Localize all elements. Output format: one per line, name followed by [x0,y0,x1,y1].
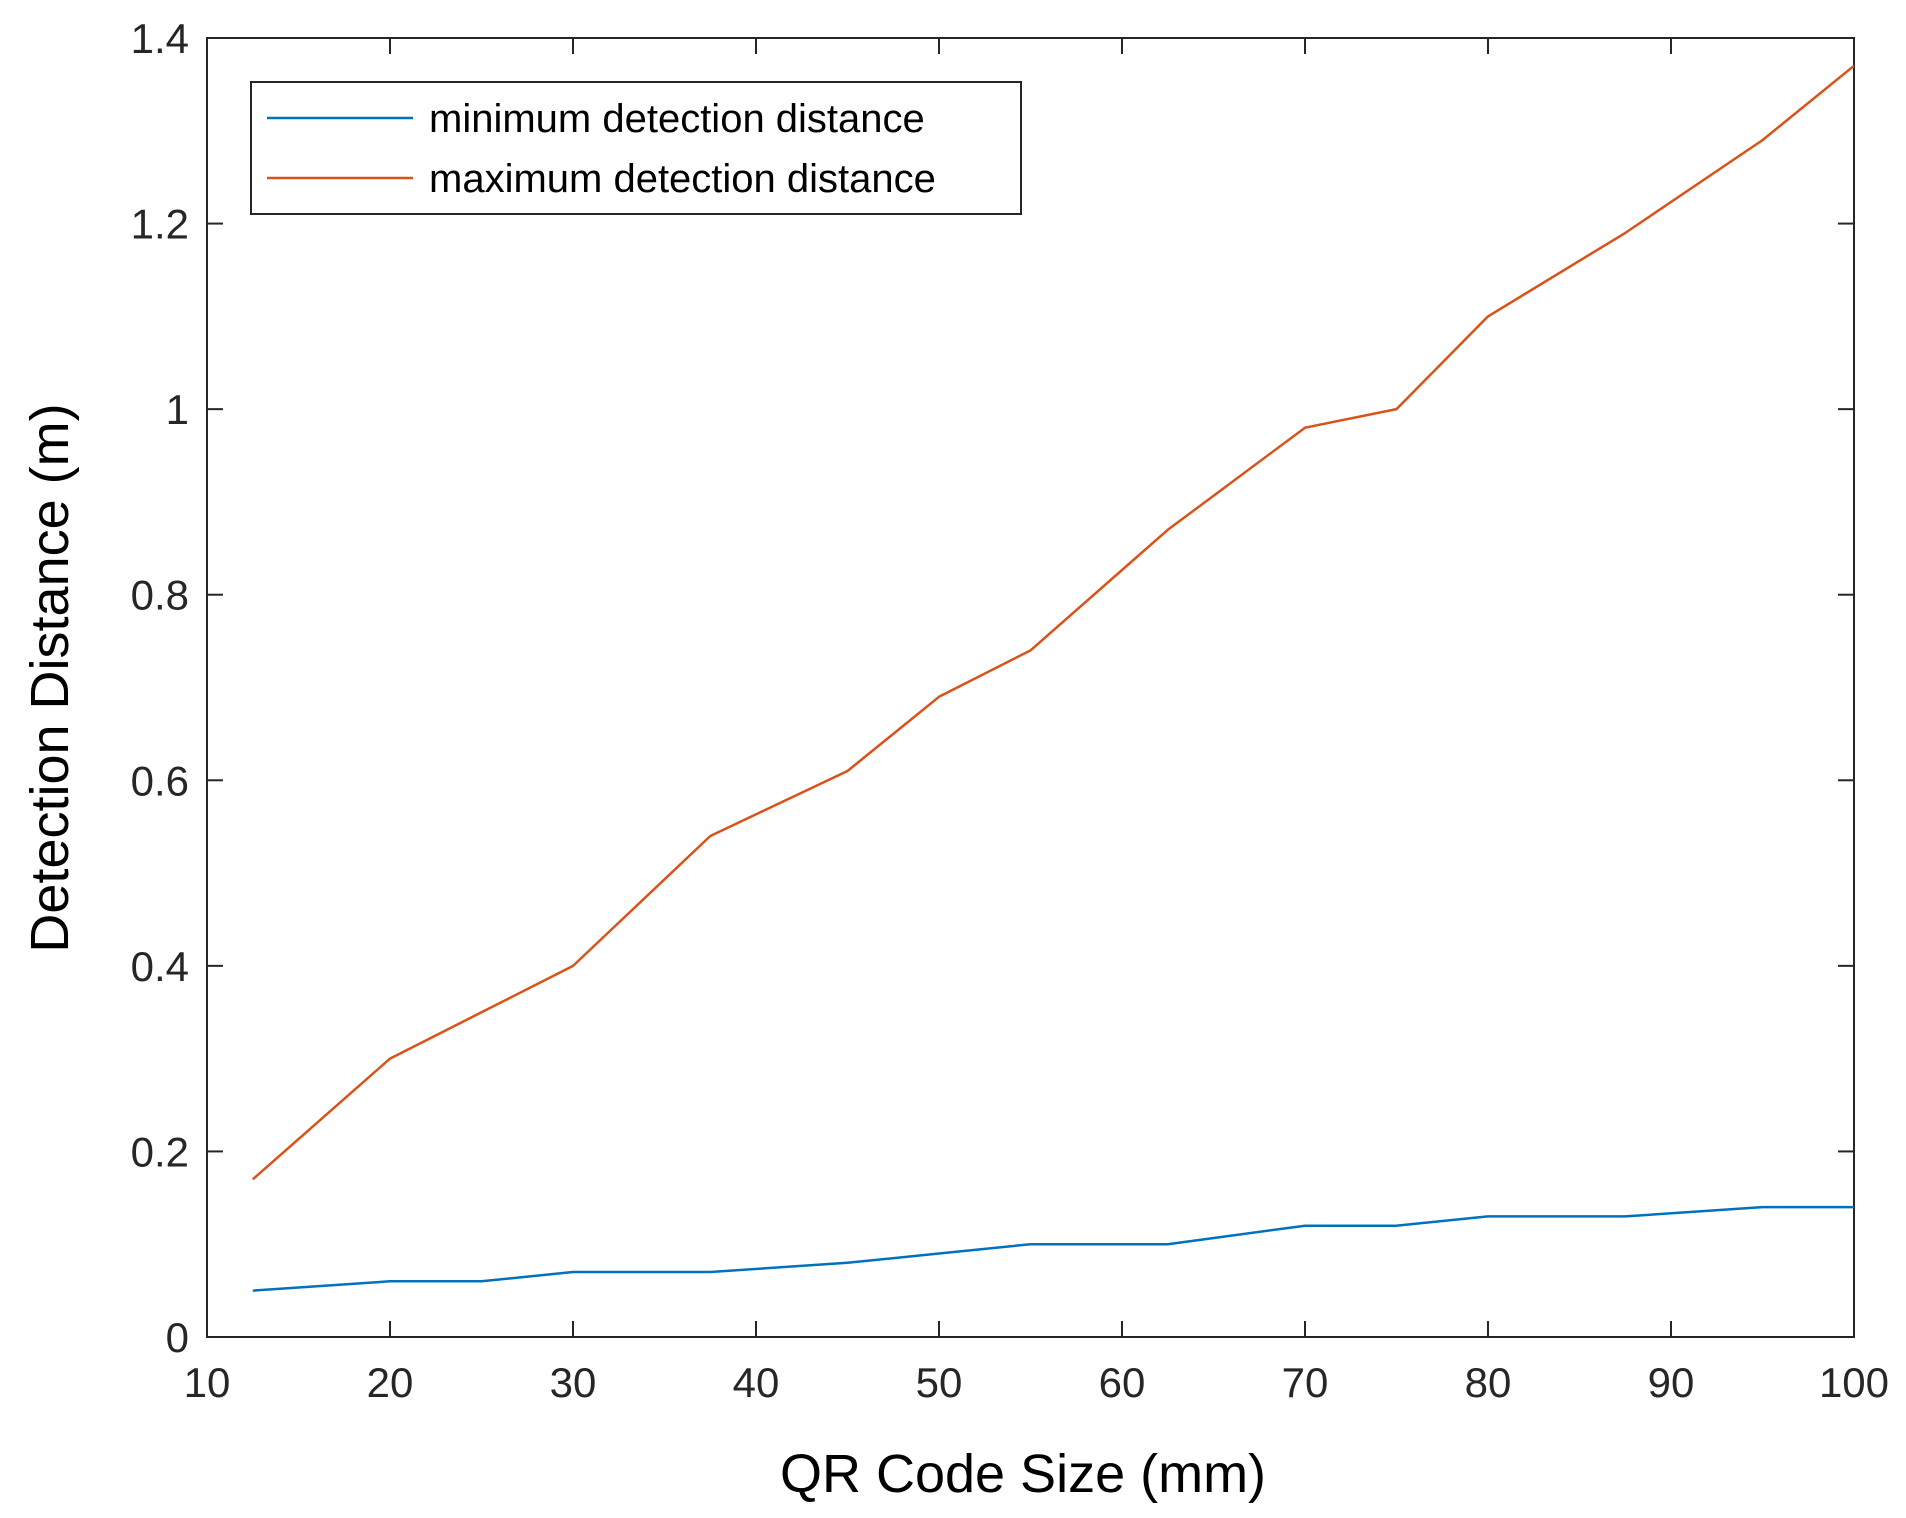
y-tick-label: 0.4 [131,943,189,990]
x-tick-label: 50 [916,1359,963,1406]
y-tick-label: 0.2 [131,1128,189,1175]
x-tick-label: 100 [1819,1359,1889,1406]
y-tick-label: 0.8 [131,572,189,619]
y-axis-label: Detection Distance (m) [20,403,80,952]
x-axis-label: QR Code Size (mm) [780,1444,1266,1504]
y-tick-label: 0 [166,1314,189,1361]
y-tick-label: 1 [166,386,189,433]
axes-frame [207,38,1854,1337]
x-tick-label: 60 [1099,1359,1146,1406]
y-tick-label: 0.6 [131,757,189,804]
x-tick-label: 80 [1465,1359,1512,1406]
x-tick-label: 30 [550,1359,597,1406]
y-tick-label: 1.2 [131,201,189,248]
x-tick-label: 20 [367,1359,414,1406]
legend-label: maximum detection distance [429,157,936,201]
x-tick-label: 40 [733,1359,780,1406]
x-tick-label: 90 [1648,1359,1695,1406]
x-tick-label: 70 [1282,1359,1329,1406]
plot-area: 10 20 30 40 50 60 70 80 90 100 0 0.2 0.4 0.6 0.8 1 1.2 1.… [131,15,1889,1406]
y-tick-label: 1.4 [131,15,189,62]
x-tick-label: 10 [184,1359,231,1406]
legend-label: minimum detection distance [429,97,925,141]
